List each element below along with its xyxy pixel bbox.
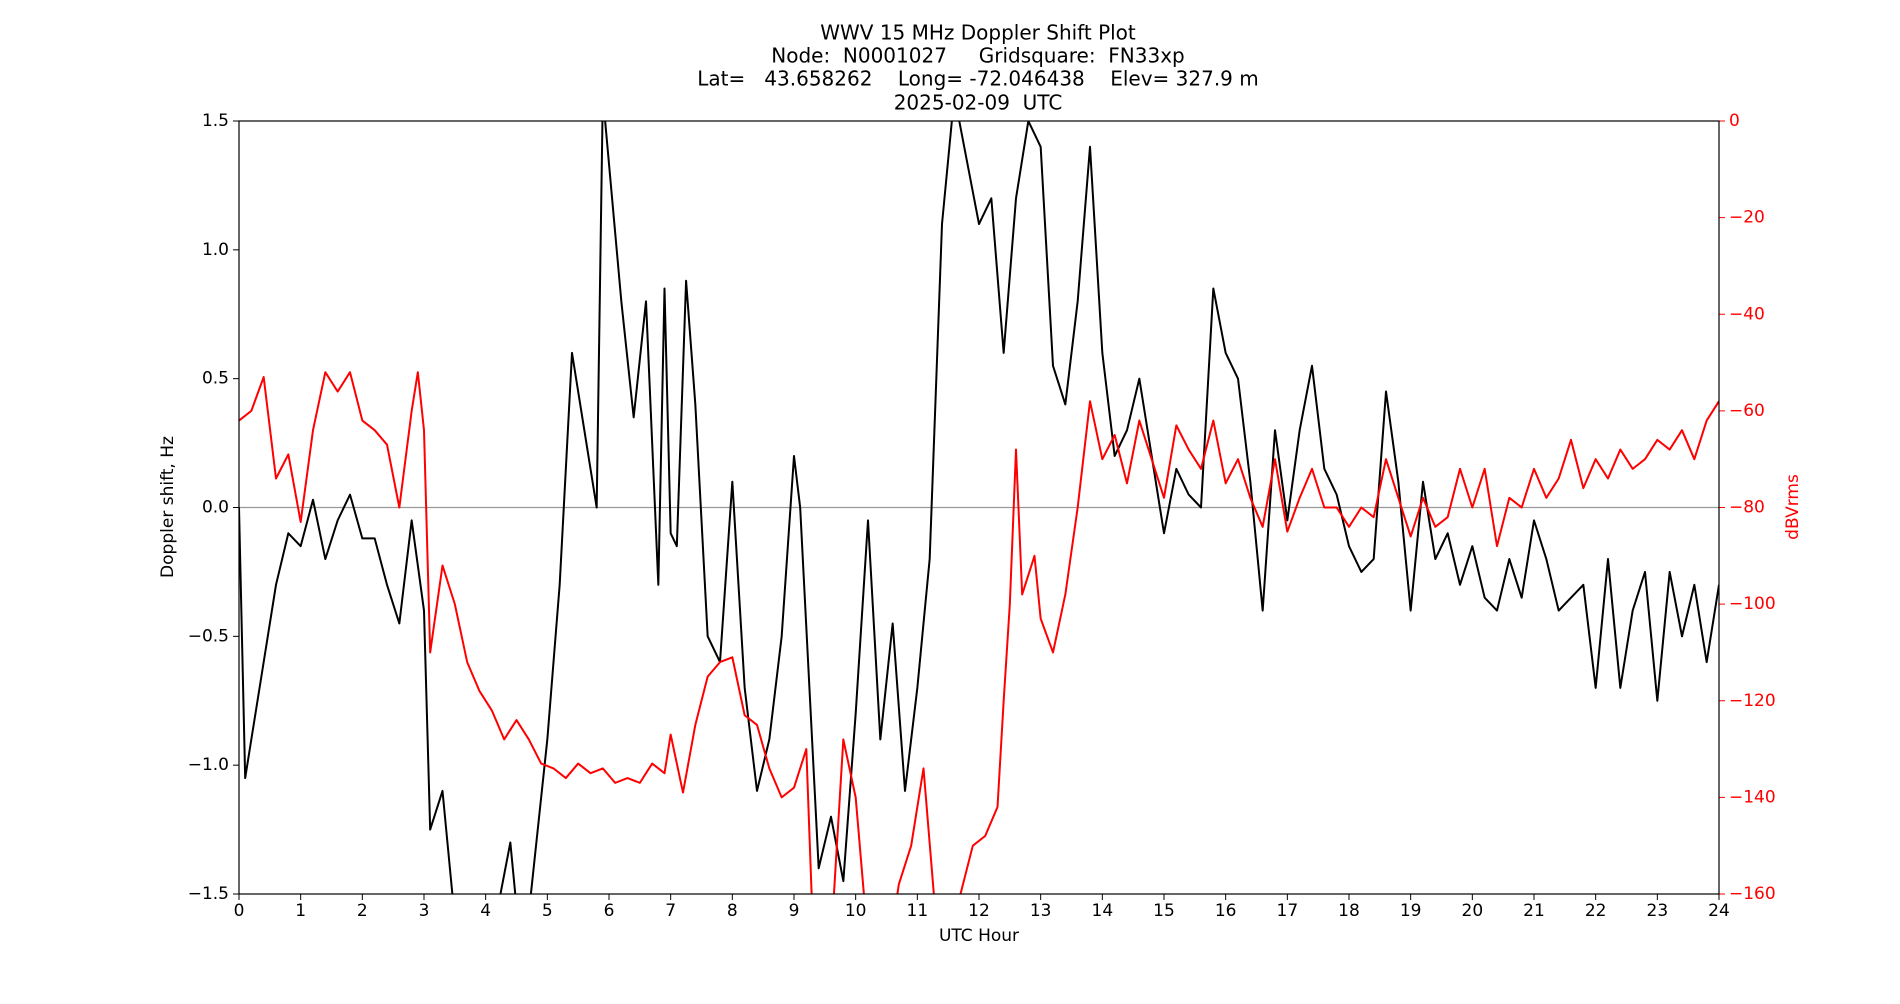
y-tick-label: 1.0 bbox=[202, 240, 229, 260]
x-tick-label: 10 bbox=[845, 901, 867, 921]
chart-subtitle: Lat= 43.658262 Long= -72.046438 Elev= 32… bbox=[697, 67, 1259, 91]
y-axis-label: Doppler shift, Hz bbox=[158, 436, 178, 578]
x-tick-label: 17 bbox=[1277, 901, 1299, 921]
y2-tick-label: −80 bbox=[1729, 498, 1765, 518]
x-tick-label: 14 bbox=[1092, 901, 1114, 921]
y2-tick-label: −120 bbox=[1729, 691, 1776, 711]
chart-subtitle: 2025-02-09 UTC bbox=[894, 91, 1063, 115]
x-tick-label: 0 bbox=[234, 901, 245, 921]
x-tick-label: 18 bbox=[1338, 901, 1360, 921]
chart-title: WWV 15 MHz Doppler Shift Plot bbox=[820, 21, 1136, 45]
y-tick-label: −1.5 bbox=[188, 884, 229, 904]
x-tick-label: 7 bbox=[665, 901, 676, 921]
y2-tick-label: −160 bbox=[1729, 884, 1776, 904]
y-tick-label: −0.5 bbox=[188, 626, 229, 646]
y-tick-label: 1.5 bbox=[202, 111, 229, 131]
y-tick-label: 0.0 bbox=[202, 498, 229, 518]
x-axis-label: UTC Hour bbox=[939, 926, 1019, 946]
x-tick-label: 21 bbox=[1523, 901, 1545, 921]
x-tick-label: 13 bbox=[1030, 901, 1052, 921]
x-tick-label: 9 bbox=[789, 901, 800, 921]
x-tick-label: 3 bbox=[419, 901, 430, 921]
x-tick-label: 11 bbox=[907, 901, 929, 921]
plot-frame bbox=[238, 120, 1720, 895]
data-line bbox=[239, 371, 1719, 894]
y2-tick-label: −60 bbox=[1729, 401, 1765, 421]
y2-tick-label: 0 bbox=[1729, 111, 1740, 131]
x-tick-label: 19 bbox=[1400, 901, 1422, 921]
chart-subtitle: Node: N0001027 Gridsquare: FN33xp bbox=[771, 44, 1184, 68]
x-tick-label: 12 bbox=[968, 901, 990, 921]
y2-tick-label: −100 bbox=[1729, 594, 1776, 614]
x-tick-label: 20 bbox=[1462, 901, 1484, 921]
x-tick-label: 22 bbox=[1585, 901, 1607, 921]
y-tick-label: −1.0 bbox=[188, 755, 229, 775]
y2-axis-label: dBVrms bbox=[1783, 474, 1803, 540]
y2-tick-label: −40 bbox=[1729, 304, 1765, 324]
y2-tick-label: −140 bbox=[1729, 787, 1776, 807]
x-tick-label: 15 bbox=[1153, 901, 1175, 921]
y-tick-label: 0.5 bbox=[202, 369, 229, 389]
x-tick-label: 24 bbox=[1708, 901, 1730, 921]
x-tick-label: 4 bbox=[480, 901, 491, 921]
x-tick-label: 16 bbox=[1215, 901, 1237, 921]
x-tick-label: 6 bbox=[604, 901, 615, 921]
y2-tick-label: −20 bbox=[1729, 208, 1765, 228]
x-tick-label: 23 bbox=[1647, 901, 1669, 921]
x-tick-label: 2 bbox=[357, 901, 368, 921]
x-tick-label: 1 bbox=[295, 901, 306, 921]
x-tick-label: 5 bbox=[542, 901, 553, 921]
data-line bbox=[239, 121, 1719, 894]
x-tick-label: 8 bbox=[727, 901, 738, 921]
